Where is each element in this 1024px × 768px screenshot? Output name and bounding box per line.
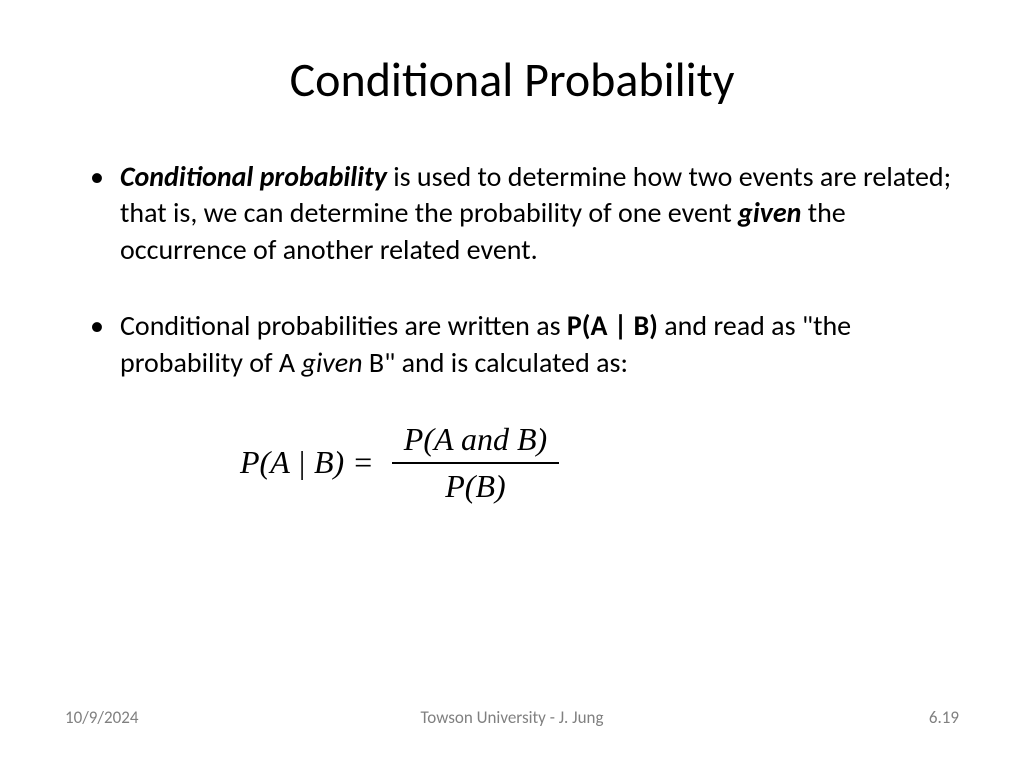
- bullet-point-2: Conditional probabilities are written as…: [90, 308, 964, 381]
- formula-denominator: P(B): [445, 464, 505, 505]
- bullet1-emphasis: given: [738, 195, 801, 230]
- formula-numerator: P(A and B): [392, 421, 559, 464]
- bullet2-emphasis: given: [301, 345, 362, 380]
- slide-content: Conditional probability is used to deter…: [60, 159, 964, 707]
- bullet-point-1: Conditional probability is used to deter…: [90, 159, 964, 268]
- bullet1-lead: Conditional probability: [120, 159, 387, 194]
- bullet2-notation: P(A | B): [567, 308, 658, 343]
- slide-footer: 10/9/2024 Towson University - J. Jung 6.…: [60, 707, 964, 728]
- footer-page: 6.19: [661, 707, 959, 728]
- footer-author: Towson University - J. Jung: [363, 707, 661, 728]
- formula-left-side: P(A | B) =: [240, 444, 374, 481]
- bullet2-text3: B" and is calculated as:: [363, 345, 628, 380]
- bullet2-text1: Conditional probabilities are written as: [120, 308, 567, 343]
- footer-date: 10/9/2024: [65, 707, 363, 728]
- formula-fraction: P(A and B) P(B): [392, 421, 559, 505]
- formula-equation: P(A | B) = P(A and B) P(B): [240, 421, 964, 505]
- slide-title: Conditional Probability: [60, 50, 964, 109]
- slide-container: Conditional Probability Conditional prob…: [0, 0, 1024, 768]
